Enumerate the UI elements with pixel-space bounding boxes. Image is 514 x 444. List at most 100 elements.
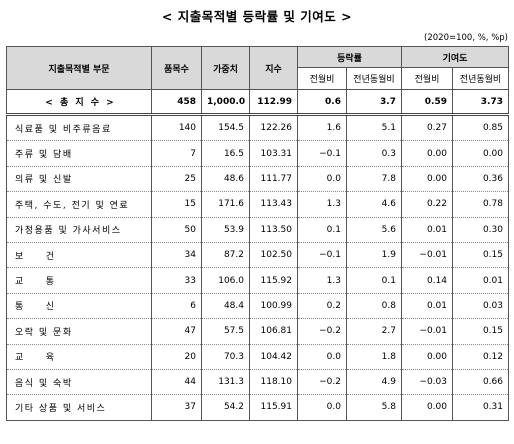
cell-rate-yoy: 1.8 [346, 344, 402, 370]
cell-rate-yoy: 0.1 [346, 267, 402, 294]
table-title: < 지출목적별 등락률 및 기여도 > [161, 9, 353, 24]
row-name: 가정용품 및 가사서비스 [6, 217, 152, 243]
cell-contrib-mom: 0.14 [401, 267, 453, 294]
cell-items: 6 [151, 293, 202, 320]
row-name: 교 통 [6, 267, 152, 294]
row-name: 음식 및 숙박 [6, 369, 152, 396]
cell-rate-yoy: 1.9 [346, 242, 402, 269]
cell-weight: 57.5 [201, 318, 250, 345]
cell-weight: 131.3 [201, 369, 250, 396]
cell-rate-mom: 0.0 [297, 394, 347, 421]
row-name: 주류 및 담배 [6, 140, 152, 167]
header-rate-yoy: 전년동월비 [346, 67, 402, 90]
table-row: 주택, 수도, 전기 및 연료 15 171.6 113.43 1.3 4.6 0.22 0.… [6, 191, 509, 218]
header-items: 품목수 [151, 46, 202, 90]
cell-rate-mom: 0.2 [297, 293, 347, 320]
cell-index: 122.26 [249, 114, 298, 142]
cell-contrib-yoy: 0.03 [452, 293, 509, 320]
unit-note: (2020=100, %, %p) [424, 33, 508, 43]
header-contrib-yoy: 전년동월비 [452, 67, 509, 90]
table-row: 식료품 및 비주류음료 140 154.5 122.26 1.6 5.1 0.27 0.85 [6, 114, 509, 142]
cell-contrib-yoy: 0.85 [452, 114, 509, 142]
cell-rate-yoy: 2.7 [346, 318, 402, 345]
row-name: 주택, 수도, 전기 및 연료 [6, 191, 152, 218]
cell-index: 103.31 [249, 140, 298, 167]
cell-rate-yoy: 4.6 [346, 191, 402, 218]
cell-items: 140 [151, 114, 202, 142]
cell-rate-mom: 0.6 [297, 89, 347, 116]
cell-contrib-mom: 0.00 [401, 344, 453, 370]
cell-rate-yoy: 5.8 [346, 394, 402, 421]
cell-contrib-mom: 0.27 [401, 114, 453, 142]
cell-rate-mom: −0.2 [297, 369, 347, 396]
cell-contrib-yoy: 0.66 [452, 369, 509, 396]
cell-rate-mom: 0.0 [297, 344, 347, 370]
cell-weight: 48.6 [201, 166, 250, 193]
row-name: 기타 상품 및 서비스 [6, 394, 152, 421]
cell-index: 112.99 [249, 89, 298, 116]
table-row: 보 건 34 87.2 102.50 −0.1 1.9 −0.01 0.15 [6, 242, 509, 269]
cell-items: 37 [151, 394, 202, 421]
cell-weight: 16.5 [201, 140, 250, 167]
cell-contrib-yoy: 0.15 [452, 242, 509, 269]
cell-items: 50 [151, 217, 202, 243]
cell-rate-yoy: 0.3 [346, 140, 402, 167]
cell-items: 25 [151, 166, 202, 193]
cell-weight: 70.3 [201, 344, 250, 370]
row-name: 의류 및 신발 [6, 166, 152, 193]
cell-index: 115.92 [249, 267, 298, 294]
cell-contrib-mom: 0.01 [401, 217, 453, 243]
row-name: 오락 및 문화 [6, 318, 152, 345]
cell-contrib-mom: 0.00 [401, 394, 453, 421]
cell-contrib-mom: 0.59 [401, 89, 453, 116]
cell-rate-mom: 0.0 [297, 166, 347, 193]
row-name: 보 건 [6, 242, 152, 269]
cell-index: 102.50 [249, 242, 298, 269]
cell-weight: 171.6 [201, 191, 250, 218]
cell-contrib-mom: 0.01 [401, 293, 453, 320]
cell-contrib-yoy: 0.12 [452, 344, 509, 370]
cell-contrib-yoy: 0.00 [452, 140, 509, 167]
cell-rate-mom: −0.1 [297, 242, 347, 269]
cell-contrib-mom: −0.01 [401, 318, 453, 345]
header-contribution: 기여도 [401, 46, 509, 68]
table-row: 기타 상품 및 서비스 37 54.2 115.91 0.0 5.8 0.00 0.31 [6, 394, 509, 421]
cell-index: 118.10 [249, 369, 298, 396]
cell-contrib-mom: 0.00 [401, 140, 453, 167]
cell-items: 34 [151, 242, 202, 269]
header-index: 지수 [249, 46, 298, 90]
cell-rate-mom: 1.6 [297, 114, 347, 142]
header-contrib-mom: 전월비 [401, 67, 453, 90]
cell-contrib-mom: −0.03 [401, 369, 453, 396]
cell-index: 113.43 [249, 191, 298, 218]
cell-contrib-yoy: 0.30 [452, 217, 509, 243]
total-row: < 총 지 수 > 458 1,000.0 112.99 0.6 3.7 0.5… [6, 89, 509, 116]
row-name: 통 신 [6, 293, 152, 320]
cell-items: 44 [151, 369, 202, 396]
cell-index: 113.50 [249, 217, 298, 243]
table-row: 교 육 20 70.3 104.42 0.0 1.8 0.00 0.12 [6, 344, 509, 370]
cell-weight: 1,000.0 [201, 89, 250, 116]
cell-contrib-yoy: 0.01 [452, 267, 509, 294]
cell-contrib-mom: −0.01 [401, 242, 453, 269]
table-row: 통 신 6 48.4 100.99 0.2 0.8 0.01 0.03 [6, 293, 509, 320]
cell-index: 111.77 [249, 166, 298, 193]
cell-rate-yoy: 3.7 [346, 89, 402, 116]
cell-weight: 154.5 [201, 114, 250, 142]
cell-contrib-yoy: 3.73 [452, 89, 509, 116]
cell-rate-mom: −0.1 [297, 140, 347, 167]
cell-contrib-yoy: 0.36 [452, 166, 509, 193]
header-rate-mom: 전월비 [297, 67, 347, 90]
cpi-table: 지출목적별 부문 품목수 가중치 지수 등락률 기여도 전월비 전년동월비 전월… [6, 46, 509, 421]
header-change-rate: 등락률 [297, 46, 402, 68]
cell-items: 33 [151, 267, 202, 294]
header-weight: 가중치 [201, 46, 250, 90]
cell-index: 104.42 [249, 344, 298, 370]
cell-index: 106.81 [249, 318, 298, 345]
cell-items: 7 [151, 140, 202, 167]
cell-weight: 53.9 [201, 217, 250, 243]
row-name: < 총 지 수 > [6, 89, 152, 116]
table-row: 의류 및 신발 25 48.6 111.77 0.0 7.8 0.00 0.36 [6, 166, 509, 193]
cell-items: 20 [151, 344, 202, 370]
cell-items: 458 [151, 89, 202, 116]
